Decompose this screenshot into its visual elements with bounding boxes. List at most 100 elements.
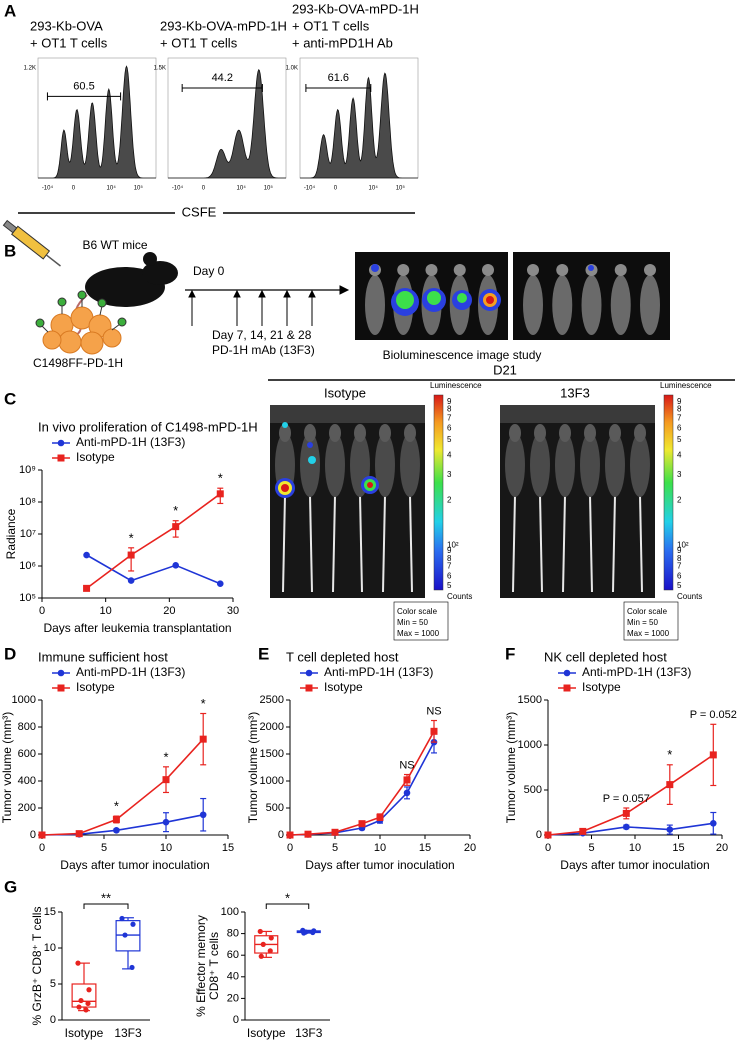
x-tick-label: 10⁴: [237, 185, 247, 192]
legend-swatch: [57, 439, 65, 447]
significance-bracket: [83, 903, 129, 909]
x-tick-label: 0: [334, 186, 338, 192]
y-tick-label: 0: [536, 829, 542, 841]
data-point: [119, 915, 125, 922]
colorbar: [663, 394, 674, 591]
data-point: [38, 831, 46, 839]
data-point: [544, 831, 552, 839]
y-tick-label: 15: [44, 906, 56, 918]
histogram-title: + OT1 T cells: [292, 18, 370, 33]
annotation: *: [173, 503, 178, 518]
legend-label: Anti-mPD-1H (13F3): [76, 435, 185, 449]
mouse-tail: [589, 494, 593, 593]
syringe: [2, 219, 61, 267]
syringe-plunger: [2, 219, 18, 234]
data-point: [76, 1004, 82, 1010]
colorbar-label: 5: [677, 435, 682, 444]
legend-label: Isotype: [582, 680, 621, 694]
cell: [80, 331, 104, 355]
gate-value: 44.2: [212, 72, 233, 84]
data-point: [301, 930, 307, 936]
data-point: [127, 551, 135, 559]
data-point: [430, 727, 438, 735]
receptor: [35, 318, 45, 328]
data-point: [122, 932, 128, 938]
legend-swatch: [57, 669, 65, 677]
y-tick-label: 0: [30, 829, 36, 841]
y-tick-label: 10⁵: [19, 592, 36, 604]
x-tick-label: 10: [629, 842, 641, 854]
data-point: [304, 830, 312, 838]
y-axis-label: Tumor volume (mm³): [504, 712, 518, 824]
series-line: [86, 554, 221, 585]
colorbar-label: 7: [447, 414, 452, 423]
data-point: [257, 928, 263, 935]
data-point: [162, 818, 170, 826]
colorbar-label: 2: [677, 495, 682, 504]
chart-title: Immune sufficient host: [38, 649, 168, 664]
y-tick-label: 100: [221, 906, 239, 918]
colorbar-label: 2: [447, 495, 452, 504]
axis-label: CSFE: [182, 204, 217, 219]
arrowhead: [233, 289, 241, 298]
schedule-label: Day 7, 14, 21 & 28: [212, 328, 312, 342]
colorbar-label: 9: [677, 546, 682, 555]
mouse-image: [453, 264, 466, 276]
legend-label: Anti-mPD-1H (13F3): [582, 665, 691, 679]
data-point: [75, 830, 83, 838]
imaging-photo: [500, 405, 655, 598]
legend-swatch: [305, 684, 313, 692]
mouse-ear: [143, 252, 157, 266]
annotation: NS: [399, 759, 414, 771]
y-tick-label: 200: [18, 802, 36, 814]
colorbar-label: 7: [677, 414, 682, 423]
mouse-body: [375, 433, 395, 497]
arrowhead: [188, 289, 196, 298]
data-point: [85, 1000, 91, 1007]
x-tick-label: Isotype: [65, 1026, 104, 1040]
cage-rack: [500, 405, 655, 423]
histogram-title: 293-Kb-OVA-mPD-1H: [292, 1, 419, 16]
x-tick-label: 10⁴: [369, 185, 379, 192]
mouse-image: [397, 264, 410, 276]
scale-box-text: Color scale: [627, 607, 668, 616]
receptor: [97, 298, 107, 308]
mouse-head: [404, 424, 416, 442]
mouse-body: [400, 433, 420, 497]
x-tick-label: 13F3: [114, 1026, 142, 1040]
data-point: [268, 935, 274, 941]
mouse-tail: [512, 494, 516, 593]
y-tick-label: 1000: [12, 694, 36, 706]
x-tick-label: 0: [39, 842, 45, 854]
x-tick-label: 0: [39, 605, 45, 617]
mouse-tail: [282, 494, 286, 593]
data-point: [83, 551, 90, 559]
data-point: [358, 820, 366, 828]
colorbar-label: 7: [447, 562, 452, 571]
colorbar-unit: Counts: [677, 592, 702, 601]
x-tick-label: 13F3: [295, 1026, 323, 1040]
receptor-stem: [41, 325, 49, 333]
x-tick-label: 30: [227, 605, 239, 617]
data-point: [579, 827, 587, 835]
x-tick-label: 10⁵: [134, 185, 144, 192]
data-point: [199, 811, 207, 819]
data-point: [130, 921, 136, 927]
chart-title: In vivo proliferation of C1498-mPD-1H: [38, 419, 258, 434]
data-point: [286, 831, 294, 839]
panel-letter: B: [4, 241, 16, 260]
signal-blob: [486, 296, 494, 304]
panel-letter: G: [4, 877, 17, 896]
receptors: [35, 290, 127, 333]
arrowhead: [258, 289, 266, 298]
colorbar-label: 3: [447, 470, 452, 479]
box: [71, 983, 97, 1008]
data-point: [172, 523, 180, 531]
y-tick-label: 1000: [260, 775, 284, 787]
cell-cluster: [42, 306, 122, 355]
colorbar-label: 9: [677, 397, 682, 406]
legend-label: Anti-mPD-1H (13F3): [324, 665, 433, 679]
x-tick-label: -10⁴: [42, 185, 54, 192]
receptor: [117, 317, 127, 327]
panel-letter: A: [4, 1, 16, 20]
